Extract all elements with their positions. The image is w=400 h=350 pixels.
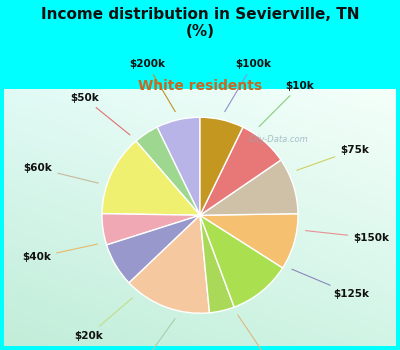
Wedge shape — [129, 215, 210, 313]
Text: $100k: $100k — [225, 60, 271, 112]
Text: > $200k: > $200k — [117, 319, 175, 350]
Wedge shape — [102, 141, 200, 215]
Wedge shape — [200, 215, 234, 313]
Wedge shape — [102, 214, 200, 245]
Text: $60k: $60k — [24, 163, 98, 183]
Wedge shape — [200, 117, 243, 215]
Text: $30k: $30k — [238, 315, 283, 350]
Wedge shape — [107, 215, 200, 283]
Text: $40k: $40k — [22, 244, 97, 262]
Text: $150k: $150k — [306, 231, 389, 243]
Wedge shape — [200, 214, 298, 268]
Text: $10k: $10k — [259, 81, 314, 127]
Wedge shape — [157, 117, 200, 215]
Text: White residents: White residents — [138, 79, 262, 93]
Text: $200k: $200k — [129, 60, 175, 112]
Wedge shape — [200, 127, 281, 215]
Text: Income distribution in Sevierville, TN
(%): Income distribution in Sevierville, TN (… — [41, 7, 359, 40]
Wedge shape — [200, 215, 283, 307]
Wedge shape — [136, 127, 200, 215]
Text: $125k: $125k — [292, 269, 369, 299]
Text: $75k: $75k — [297, 145, 369, 170]
Text: City-Data.com: City-Data.com — [248, 135, 308, 144]
Text: $20k: $20k — [74, 298, 132, 341]
Text: $50k: $50k — [70, 93, 130, 135]
Wedge shape — [200, 160, 298, 215]
